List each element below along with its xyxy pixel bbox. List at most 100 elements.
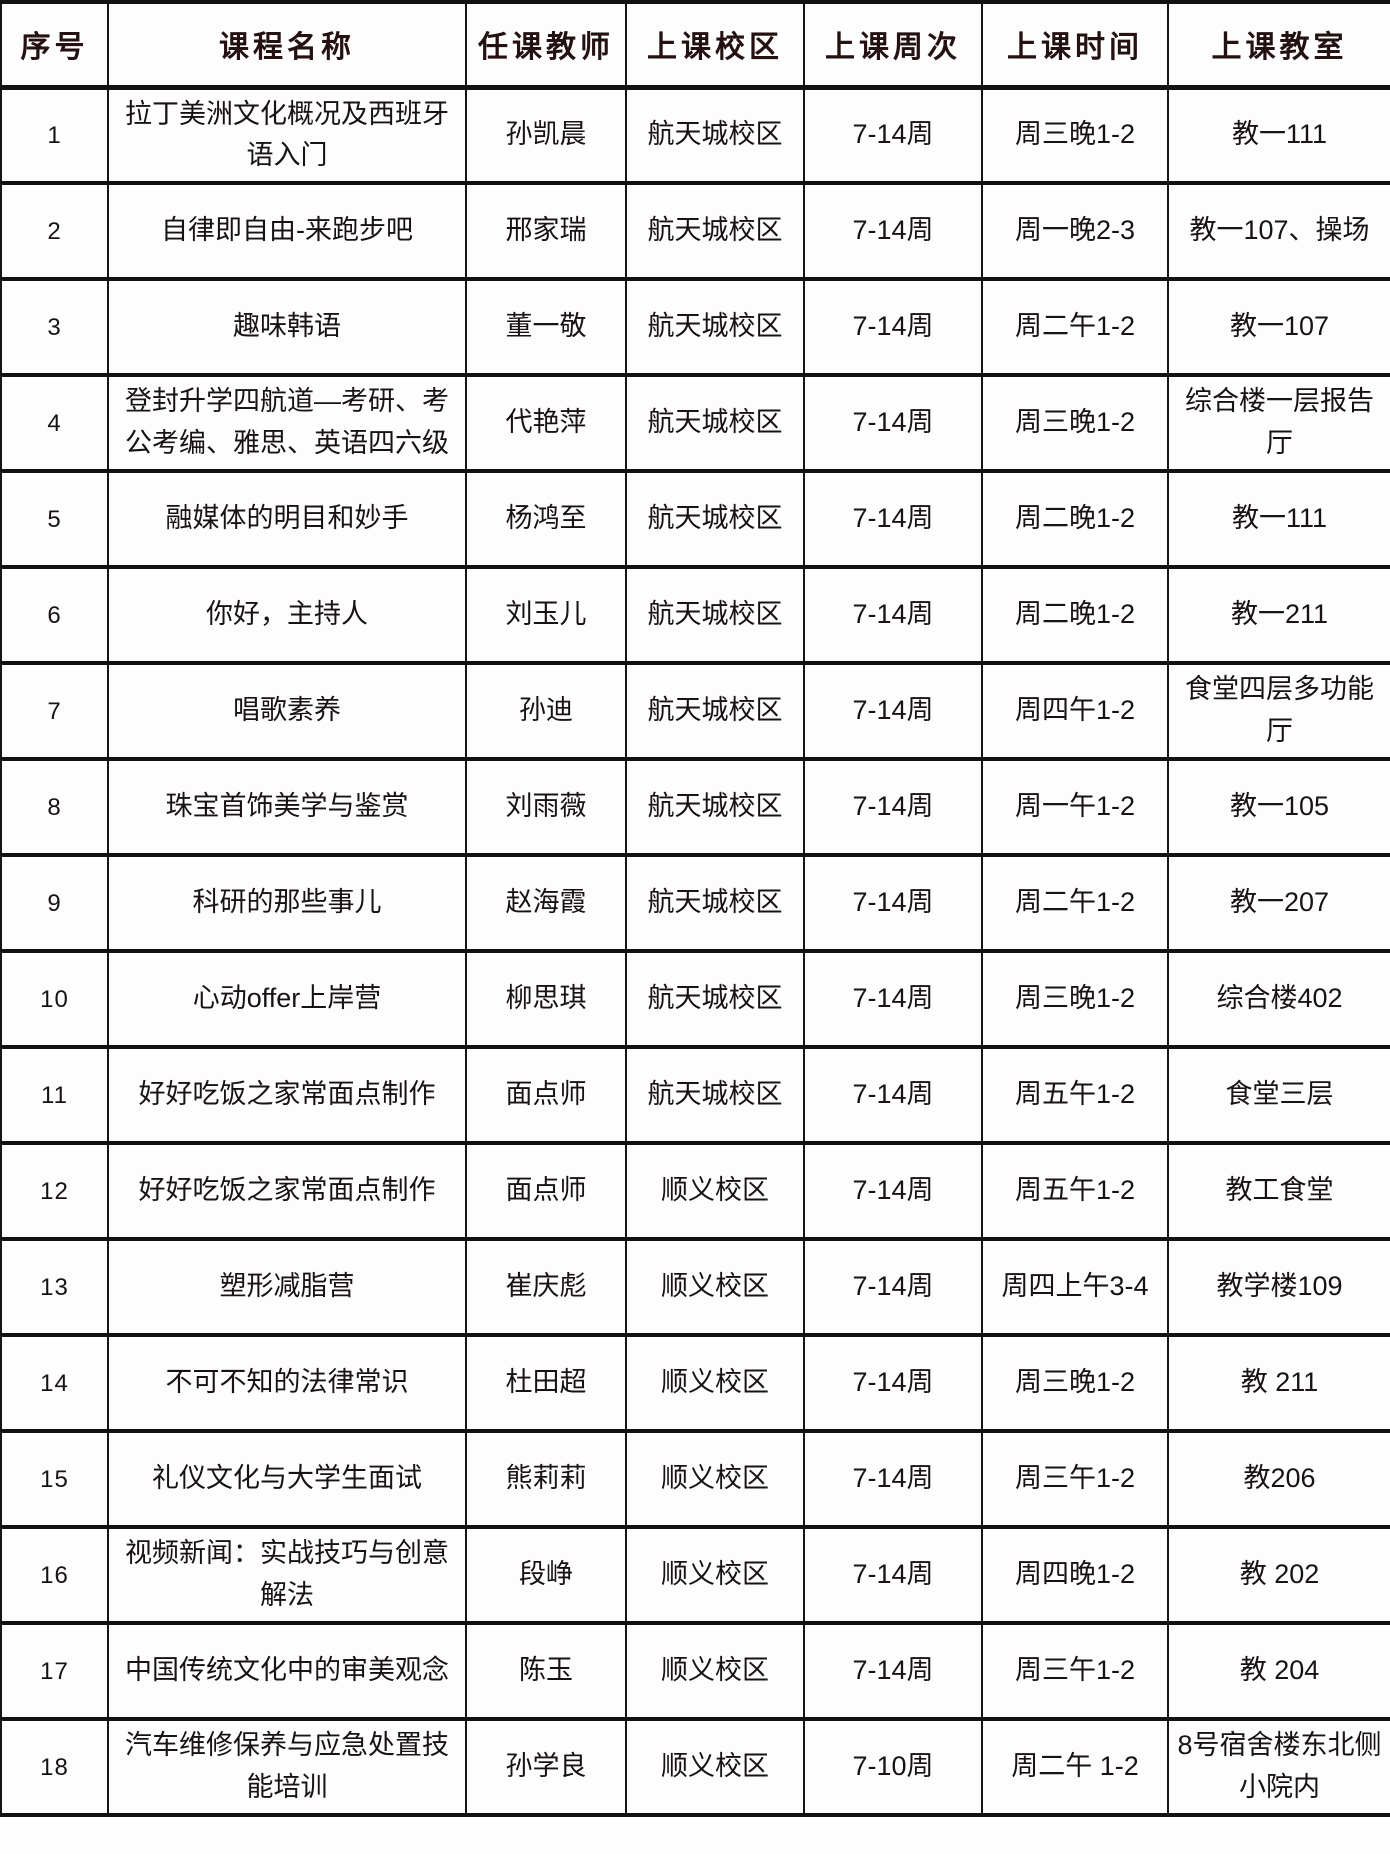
course-name-cell: 心动offer上岸营: [107, 949, 467, 1050]
classroom-cell: 食堂三层: [1167, 1045, 1390, 1146]
classroom-cell: 教206: [1167, 1429, 1390, 1530]
classroom-cell: 教一207: [1167, 853, 1390, 954]
campus-cell: 顺义校区: [625, 1237, 805, 1338]
course-name-cell: 唱歌素养: [107, 661, 467, 762]
table-row: 5 融媒体的明目和妙手 杨鸿至 航天城校区 7-14周 周二晚1-2 教一111: [0, 469, 1390, 570]
course-name-cell: 科研的那些事儿: [107, 853, 467, 954]
teacher-cell: 熊莉莉: [465, 1429, 627, 1530]
row-number-cell: 4: [0, 373, 109, 474]
weeks-cell: 7-14周: [803, 277, 983, 378]
table-row: 2 自律即自由-来跑步吧 邢家瑞 航天城校区 7-14周 周一晚2-3 教一10…: [0, 181, 1390, 282]
campus-cell: 航天城校区: [625, 853, 805, 954]
teacher-cell: 赵海霞: [465, 853, 627, 954]
course-name-cell: 好好吃饭之家常面点制作: [107, 1141, 467, 1242]
teacher-cell: 董一敬: [465, 277, 627, 378]
row-number-cell: 9: [0, 853, 109, 954]
row-number-cell: 5: [0, 469, 109, 570]
classroom-cell: 8号宿舍楼东北侧小院内: [1167, 1717, 1390, 1818]
table-row: 14 不可不知的法律常识 杜田超 顺义校区 7-14周 周三晚1-2 教 211: [0, 1333, 1390, 1434]
course-name-cell: 不可不知的法律常识: [107, 1333, 467, 1434]
time-cell: 周四晚1-2: [981, 1525, 1169, 1626]
row-number-cell: 12: [0, 1141, 109, 1242]
campus-cell: 航天城校区: [625, 469, 805, 570]
campus-cell: 航天城校区: [625, 1045, 805, 1146]
row-number-cell: 10: [0, 949, 109, 1050]
time-cell: 周三晚1-2: [981, 373, 1169, 474]
header-cell-campus: 上课校区: [625, 0, 805, 90]
weeks-cell: 7-14周: [803, 469, 983, 570]
table-row: 18 汽车维修保养与应急处置技能培训 孙学良 顺义校区 7-10周 周二午 1-…: [0, 1717, 1390, 1818]
header-cell-teacher: 任课教师: [465, 0, 627, 90]
row-number-cell: 3: [0, 277, 109, 378]
table-row: 7 唱歌素养 孙迪 航天城校区 7-14周 周四午1-2 食堂四层多功能厅: [0, 661, 1390, 762]
classroom-cell: 教工食堂: [1167, 1141, 1390, 1242]
header-cell-room: 上课教室: [1167, 0, 1390, 90]
classroom-cell: 综合楼一层报告厅: [1167, 373, 1390, 474]
campus-cell: 顺义校区: [625, 1717, 805, 1818]
course-name-cell: 视频新闻：实战技巧与创意解法: [107, 1525, 467, 1626]
table-row: 8 珠宝首饰美学与鉴赏 刘雨薇 航天城校区 7-14周 周一午1-2 教一105: [0, 757, 1390, 858]
campus-cell: 航天城校区: [625, 277, 805, 378]
weeks-cell: 7-14周: [803, 1141, 983, 1242]
row-number-cell: 7: [0, 661, 109, 762]
weeks-cell: 7-14周: [803, 84, 983, 186]
header-row: 序号 课程名称 任课教师 上课校区 上课周次 上课时间 上课教室: [0, 0, 1390, 90]
header-cell-weeks: 上课周次: [803, 0, 983, 90]
weeks-cell: 7-14周: [803, 1237, 983, 1338]
course-name-cell: 塑形减脂营: [107, 1237, 467, 1338]
course-name-cell: 礼仪文化与大学生面试: [107, 1429, 467, 1530]
weeks-cell: 7-14周: [803, 1045, 983, 1146]
row-number-cell: 11: [0, 1045, 109, 1146]
weeks-cell: 7-14周: [803, 661, 983, 762]
teacher-cell: 孙迪: [465, 661, 627, 762]
header-cell-course: 课程名称: [107, 0, 467, 90]
row-number-cell: 8: [0, 757, 109, 858]
weeks-cell: 7-14周: [803, 949, 983, 1050]
weeks-cell: 7-14周: [803, 181, 983, 282]
table-row: 9 科研的那些事儿 赵海霞 航天城校区 7-14周 周二午1-2 教一207: [0, 853, 1390, 954]
time-cell: 周一午1-2: [981, 757, 1169, 858]
course-name-cell: 珠宝首饰美学与鉴赏: [107, 757, 467, 858]
course-name-cell: 汽车维修保养与应急处置技能培训: [107, 1717, 467, 1818]
campus-cell: 航天城校区: [625, 757, 805, 858]
table-row: 15 礼仪文化与大学生面试 熊莉莉 顺义校区 7-14周 周三午1-2 教206: [0, 1429, 1390, 1530]
time-cell: 周一晚2-3: [981, 181, 1169, 282]
campus-cell: 航天城校区: [625, 181, 805, 282]
campus-cell: 航天城校区: [625, 565, 805, 666]
teacher-cell: 柳思琪: [465, 949, 627, 1050]
course-name-cell: 中国传统文化中的审美观念: [107, 1621, 467, 1722]
row-number-cell: 13: [0, 1237, 109, 1338]
course-name-cell: 好好吃饭之家常面点制作: [107, 1045, 467, 1146]
weeks-cell: 7-14周: [803, 565, 983, 666]
time-cell: 周二午1-2: [981, 853, 1169, 954]
teacher-cell: 孙学良: [465, 1717, 627, 1818]
time-cell: 周三晚1-2: [981, 84, 1169, 186]
teacher-cell: 杨鸿至: [465, 469, 627, 570]
weeks-cell: 7-10周: [803, 1717, 983, 1818]
header-cell-time: 上课时间: [981, 0, 1169, 90]
course-name-cell: 趣味韩语: [107, 277, 467, 378]
time-cell: 周四上午3-4: [981, 1237, 1169, 1338]
time-cell: 周四午1-2: [981, 661, 1169, 762]
course-name-cell: 融媒体的明目和妙手: [107, 469, 467, 570]
row-number-cell: 17: [0, 1621, 109, 1722]
teacher-cell: 杜田超: [465, 1333, 627, 1434]
teacher-cell: 邢家瑞: [465, 181, 627, 282]
weeks-cell: 7-14周: [803, 853, 983, 954]
table-row: 13 塑形减脂营 崔庆彪 顺义校区 7-14周 周四上午3-4 教学楼109: [0, 1237, 1390, 1338]
campus-cell: 顺义校区: [625, 1525, 805, 1626]
table-row: 11 好好吃饭之家常面点制作 面点师 航天城校区 7-14周 周五午1-2 食堂…: [0, 1045, 1390, 1146]
table-row: 17 中国传统文化中的审美观念 陈玉 顺义校区 7-14周 周三午1-2 教 2…: [0, 1621, 1390, 1722]
classroom-cell: 教一107、操场: [1167, 181, 1390, 282]
row-number-cell: 1: [0, 84, 109, 186]
teacher-cell: 段峥: [465, 1525, 627, 1626]
weeks-cell: 7-14周: [803, 1333, 983, 1434]
header-cell-no: 序号: [0, 0, 109, 90]
weeks-cell: 7-14周: [803, 757, 983, 858]
teacher-cell: 刘玉儿: [465, 565, 627, 666]
teacher-cell: 刘雨薇: [465, 757, 627, 858]
course-name-cell: 登封升学四航道—考研、考公考编、雅思、英语四六级: [107, 373, 467, 474]
table-row: 10 心动offer上岸营 柳思琪 航天城校区 7-14周 周三晚1-2 综合楼…: [0, 949, 1390, 1050]
